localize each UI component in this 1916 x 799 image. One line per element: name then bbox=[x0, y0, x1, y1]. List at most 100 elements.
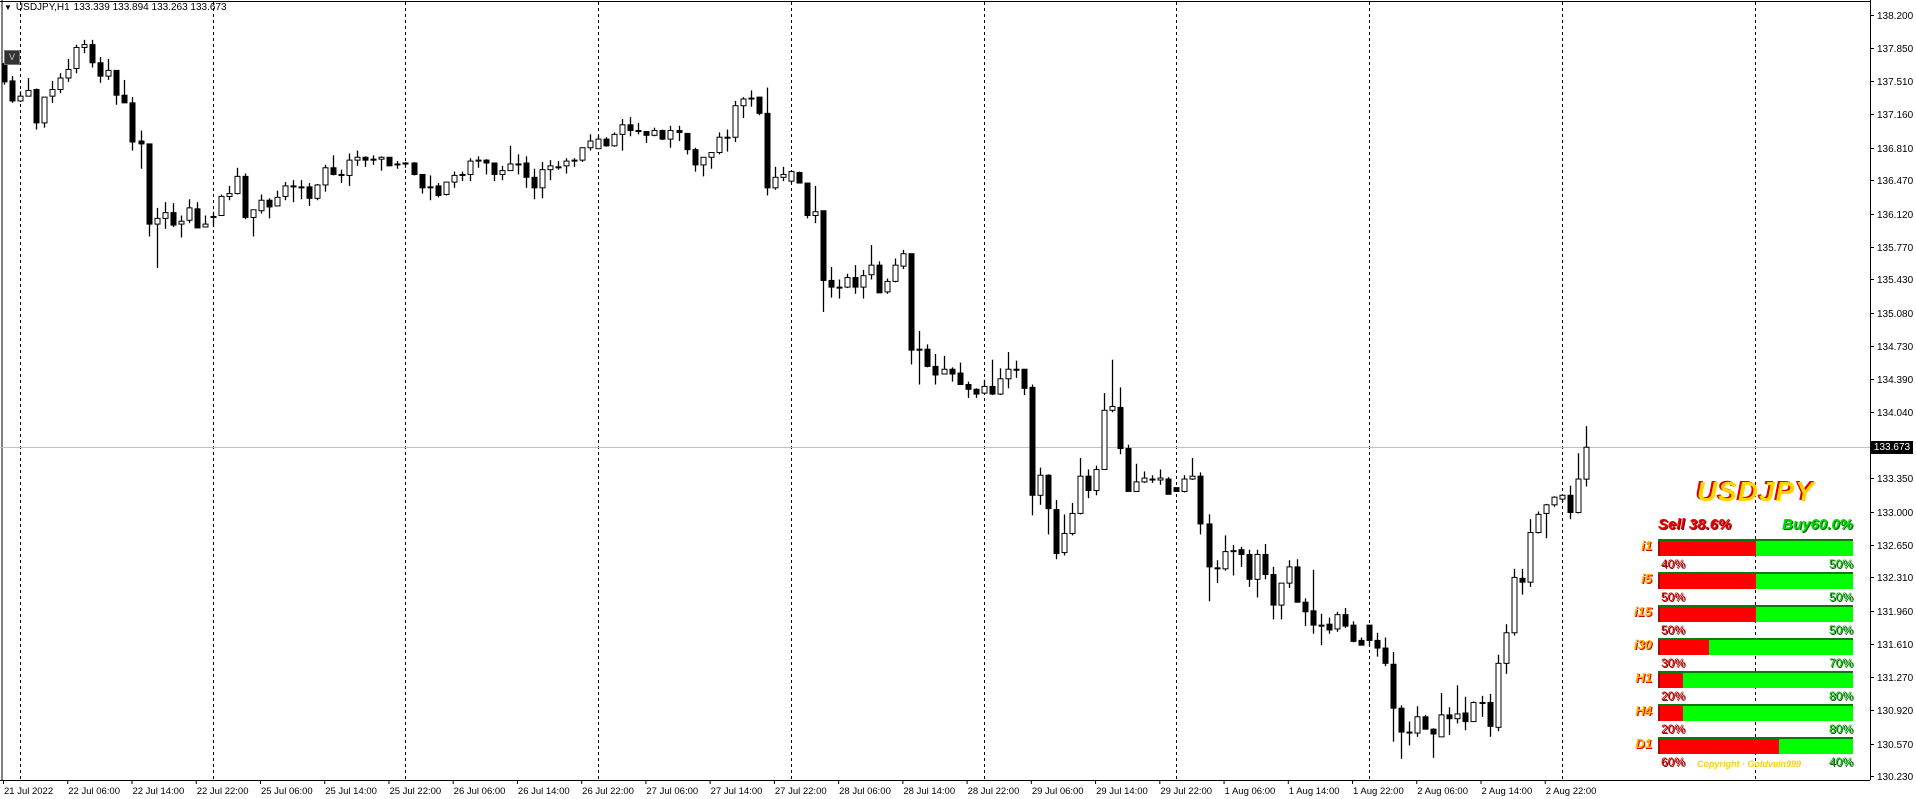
candle-body-bearish bbox=[1173, 487, 1180, 492]
y-tick-label: 136.470 bbox=[1877, 176, 1914, 187]
y-tick-label: 133.000 bbox=[1877, 508, 1914, 519]
buy-percent: 50% bbox=[1828, 623, 1853, 637]
candle bbox=[218, 194, 225, 217]
x-tick-label: 27 Jul 14:00 bbox=[711, 786, 763, 797]
timeframe-label: i1 bbox=[1641, 538, 1652, 553]
candle-body-bullish bbox=[394, 163, 401, 166]
candle-body-bullish bbox=[1495, 662, 1502, 728]
current-price-label: 133.673 bbox=[1871, 440, 1913, 454]
candle-body-bullish bbox=[234, 175, 241, 195]
candle bbox=[1294, 559, 1301, 603]
candle-body-bullish bbox=[1414, 716, 1421, 734]
candle bbox=[154, 207, 161, 269]
candle bbox=[362, 156, 369, 167]
candle bbox=[162, 202, 169, 229]
candle-body-bearish bbox=[643, 130, 650, 136]
candle-body-bearish bbox=[242, 175, 249, 218]
candle bbox=[1029, 384, 1036, 516]
sell-fill bbox=[1658, 574, 1756, 589]
buy-percent: 80% bbox=[1828, 722, 1853, 736]
candle bbox=[740, 97, 747, 119]
candle bbox=[812, 185, 819, 224]
sentiment-bar bbox=[1658, 737, 1853, 754]
y-tick-label: 130.570 bbox=[1877, 740, 1914, 751]
timeframe-label: i30 bbox=[1633, 637, 1652, 652]
candle-body-bearish bbox=[1366, 624, 1373, 641]
candle-body-bearish bbox=[523, 162, 530, 178]
candle bbox=[483, 159, 490, 175]
candle-body-bullish bbox=[427, 186, 434, 189]
candle bbox=[242, 173, 249, 220]
candle bbox=[49, 80, 56, 103]
candle bbox=[1503, 624, 1510, 674]
v-button[interactable]: V bbox=[4, 50, 20, 65]
candle-body-bullish bbox=[1133, 481, 1140, 492]
candle-body-bullish bbox=[579, 147, 586, 161]
x-tick-label: 29 Jul 22:00 bbox=[1160, 786, 1212, 797]
candle-body-bearish bbox=[924, 348, 931, 367]
candle bbox=[394, 161, 401, 169]
candle-body-bearish bbox=[676, 130, 683, 133]
candle bbox=[1350, 621, 1357, 643]
candle bbox=[306, 183, 313, 206]
candle bbox=[1214, 560, 1221, 584]
candle bbox=[1551, 496, 1558, 507]
candle-body-bullish bbox=[748, 97, 755, 100]
y-tick-label: 135.430 bbox=[1877, 275, 1914, 286]
candle bbox=[684, 132, 691, 155]
candle-body-bullish bbox=[611, 133, 618, 147]
candle-body-bearish bbox=[1310, 610, 1317, 626]
candle-body-bullish bbox=[467, 160, 474, 175]
candle bbox=[957, 362, 964, 386]
candle-body-bearish bbox=[113, 69, 120, 96]
candle bbox=[635, 122, 642, 135]
candle-body-bullish bbox=[49, 88, 56, 97]
y-tick-label: 131.960 bbox=[1877, 607, 1914, 618]
candle bbox=[1342, 607, 1349, 629]
candle-body-bearish bbox=[973, 388, 980, 395]
sell-percent: 50% bbox=[1661, 590, 1686, 604]
candle-body-bullish bbox=[162, 212, 169, 219]
candle-body-bullish bbox=[1230, 550, 1237, 553]
candle bbox=[1318, 613, 1325, 646]
candle-body-bullish bbox=[732, 105, 739, 138]
candle-body-bullish bbox=[555, 166, 562, 169]
x-tick-label: 25 Jul 14:00 bbox=[325, 786, 377, 797]
candle-body-bullish bbox=[1157, 477, 1164, 481]
candle bbox=[1414, 706, 1421, 737]
x-tick-label: 1 Aug 22:00 bbox=[1353, 786, 1404, 797]
candle bbox=[732, 100, 739, 142]
candle bbox=[378, 156, 385, 171]
candle bbox=[1197, 472, 1204, 535]
candle bbox=[1382, 637, 1389, 667]
candle bbox=[659, 129, 666, 141]
candle bbox=[411, 162, 418, 176]
candle bbox=[1013, 360, 1020, 378]
candle bbox=[1535, 511, 1542, 534]
candle-body-bearish bbox=[1270, 574, 1277, 606]
candle bbox=[1470, 701, 1477, 723]
candle bbox=[788, 170, 795, 184]
candle bbox=[1270, 566, 1277, 620]
candle bbox=[1479, 695, 1486, 717]
candle-body-bearish bbox=[435, 185, 442, 196]
candle bbox=[89, 39, 96, 68]
candle bbox=[41, 96, 48, 128]
candle bbox=[1454, 685, 1461, 724]
triangle-down-icon[interactable]: ▼ bbox=[4, 3, 12, 12]
candle bbox=[146, 143, 153, 237]
candle bbox=[1109, 359, 1116, 413]
candle bbox=[282, 182, 289, 201]
x-tick-label: 27 Jul 22:00 bbox=[775, 786, 827, 797]
candle bbox=[1334, 611, 1341, 632]
candle bbox=[772, 166, 779, 190]
candle bbox=[354, 150, 361, 166]
candle-body-bullish bbox=[402, 162, 409, 165]
y-tick-label: 137.510 bbox=[1877, 77, 1914, 88]
candle bbox=[1559, 494, 1566, 502]
candle-body-bullish bbox=[1013, 368, 1020, 371]
candle-body-bullish bbox=[250, 209, 257, 218]
candle bbox=[250, 209, 257, 237]
candle-body-bullish bbox=[1181, 478, 1188, 492]
